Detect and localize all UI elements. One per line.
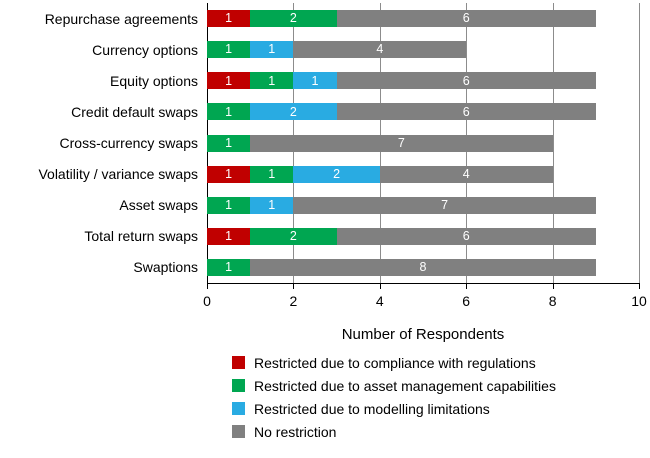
bar-segment: 7 (293, 196, 596, 214)
bar-value-label: 1 (225, 260, 233, 275)
bar-value-label: 1 (225, 42, 233, 57)
x-axis-tick (552, 283, 554, 289)
gridline (639, 3, 640, 283)
bar-value-label: 1 (268, 197, 276, 212)
bar-segment: 6 (336, 72, 596, 90)
category-label: Volatility / variance swaps (38, 166, 198, 183)
bar-value-label: 2 (289, 104, 297, 119)
category-label: Currency options (92, 41, 198, 58)
x-axis-tick (466, 283, 468, 289)
bar-segment: 1 (250, 72, 294, 90)
x-axis-tick (639, 283, 640, 289)
x-axis-line (207, 283, 639, 284)
x-axis-tick (207, 283, 208, 289)
bar-segment: 1 (207, 10, 251, 28)
x-axis-tick (293, 283, 295, 289)
bar-value-label: 1 (225, 197, 233, 212)
bar-segment: 2 (293, 165, 380, 183)
bar-value-label: 6 (462, 104, 470, 119)
bar-value-label: 4 (462, 166, 470, 181)
bar-value-label: 1 (311, 73, 319, 88)
legend-label: Restricted due to modelling limitations (254, 400, 490, 417)
bar-segment: 6 (336, 10, 596, 28)
legend-label: Restricted due to asset management capab… (254, 377, 556, 394)
category-label: Asset swaps (119, 197, 198, 214)
legend-swatch (232, 379, 245, 392)
bar-value-label: 2 (289, 229, 297, 244)
bar-value-label: 7 (441, 197, 449, 212)
legend: Restricted due to compliance with regula… (232, 354, 556, 440)
bar-value-label: 1 (268, 42, 276, 57)
legend-label: No restriction (254, 423, 337, 440)
category-label: Repurchase agreements (44, 10, 198, 27)
bar-segment: 1 (293, 72, 337, 90)
category-label: Total return swaps (84, 228, 198, 245)
category-label: Swaptions (133, 259, 198, 276)
bar-value-label: 1 (225, 229, 233, 244)
bar-value-label: 2 (289, 11, 297, 26)
category-label: Credit default swaps (71, 103, 198, 120)
legend-item: Restricted due to compliance with regula… (232, 354, 556, 371)
bar-segment: 1 (207, 196, 251, 214)
bar-segment: 1 (207, 103, 251, 121)
legend-label: Restricted due to compliance with regula… (254, 354, 536, 371)
bar-segment: 1 (250, 41, 294, 59)
bar-value-label: 1 (225, 166, 233, 181)
legend-item: No restriction (232, 423, 556, 440)
bar-segment: 1 (207, 258, 251, 276)
legend-swatch (232, 402, 245, 415)
bar-segment: 1 (207, 227, 251, 245)
bar-value-label: 1 (268, 73, 276, 88)
x-axis-title: Number of Respondents (341, 326, 505, 343)
bar-segment: 1 (207, 165, 251, 183)
bar-value-label: 7 (397, 135, 405, 150)
legend-swatch (232, 425, 245, 438)
category-label: Cross-currency swaps (59, 135, 198, 151)
legend-item: Restricted due to modelling limitations (232, 400, 556, 417)
bar-segment: 8 (250, 258, 596, 276)
bar-value-label: 1 (225, 135, 233, 150)
category-label: Equity options (110, 72, 198, 89)
bar-segment: 2 (250, 227, 337, 245)
bar-segment: 1 (207, 72, 251, 90)
bar-value-label: 1 (225, 11, 233, 26)
gridline (552, 3, 554, 283)
legend-swatch (232, 356, 245, 369)
bar-segment: 7 (250, 134, 553, 152)
bar-value-label: 6 (462, 11, 470, 26)
bar-value-label: 2 (333, 166, 341, 181)
x-axis-tick-label: 6 (462, 293, 471, 309)
bar-segment: 1 (250, 165, 294, 183)
x-axis-tick (379, 283, 381, 289)
bar-segment: 6 (336, 227, 596, 245)
x-axis-tick-label: 4 (375, 293, 384, 309)
bar-segment: 4 (379, 165, 553, 183)
x-axis-tick-label: 10 (631, 293, 647, 309)
x-axis-tick-label: 0 (203, 293, 211, 309)
bar-segment: 4 (293, 41, 467, 59)
bar-segment: 2 (250, 103, 337, 121)
bar-segment: 1 (207, 41, 251, 59)
bar-segment: 1 (207, 134, 251, 152)
bar-segment: 6 (336, 103, 596, 121)
bar-value-label: 1 (225, 104, 233, 119)
bar-value-label: 1 (268, 166, 276, 181)
bar-segment: 2 (250, 10, 337, 28)
x-axis-tick-label: 8 (548, 293, 557, 309)
x-axis-tick-label: 2 (289, 293, 298, 309)
legend-item: Restricted due to asset management capab… (232, 377, 556, 394)
bar-segment: 1 (250, 196, 294, 214)
bar-value-label: 6 (462, 229, 470, 244)
bar-value-label: 4 (376, 42, 384, 57)
bar-value-label: 1 (225, 73, 233, 88)
bar-value-label: 8 (419, 260, 427, 275)
bar-value-label: 6 (462, 73, 470, 88)
